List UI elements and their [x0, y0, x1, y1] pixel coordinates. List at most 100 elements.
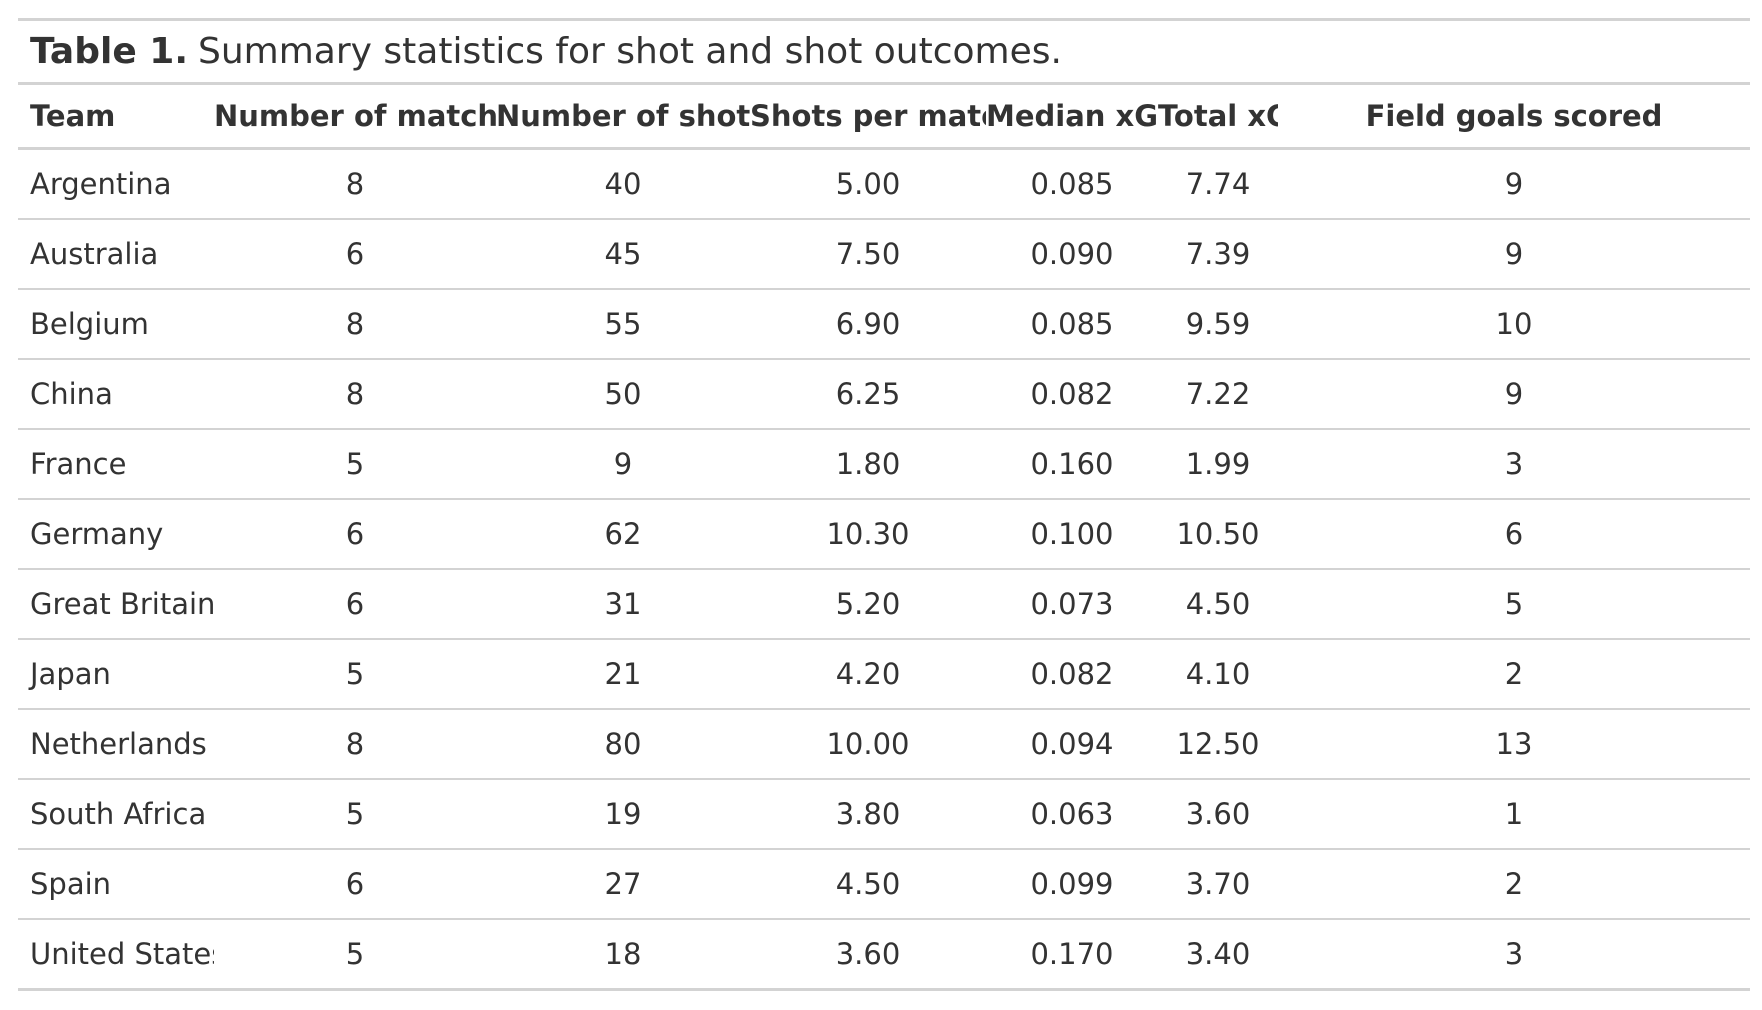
cell-team: Netherlands — [18, 709, 214, 780]
cell-field-goals-scored: 5 — [1278, 569, 1750, 640]
cell-field-goals-scored: 9 — [1278, 148, 1750, 220]
cell-shots-per-match: 4.50 — [750, 849, 986, 920]
cell-number-of-shots: 19 — [496, 779, 750, 850]
cell-median-xg: 0.160 — [986, 429, 1158, 500]
cell-team: Argentina — [18, 148, 214, 220]
cell-shots-per-match: 6.25 — [750, 359, 986, 430]
table-caption-text: Summary statistics for shot and shot out… — [198, 31, 1062, 72]
cell-field-goals-scored: 3 — [1278, 429, 1750, 500]
cell-field-goals-scored: 2 — [1278, 849, 1750, 920]
cell-field-goals-scored: 1 — [1278, 779, 1750, 850]
cell-number-of-matches: 5 — [214, 639, 496, 710]
summary-table-container: Table 1. Summary statistics for shot and… — [18, 18, 1750, 991]
table-row: China 8 50 6.25 0.082 7.22 9 — [18, 359, 1750, 430]
cell-total-xg: 3.60 — [1158, 779, 1278, 850]
cell-number-of-shots: 50 — [496, 359, 750, 430]
cell-number-of-shots: 18 — [496, 919, 750, 991]
table-row: Belgium 8 55 6.90 0.085 9.59 10 — [18, 289, 1750, 360]
cell-total-xg: 4.10 — [1158, 639, 1278, 710]
cell-total-xg: 7.74 — [1158, 148, 1278, 220]
cell-number-of-shots: 62 — [496, 499, 750, 570]
cell-total-xg: 3.40 — [1158, 919, 1278, 991]
cell-total-xg: 7.39 — [1158, 219, 1278, 290]
table-row: Spain 6 27 4.50 0.099 3.70 2 — [18, 849, 1750, 920]
cell-shots-per-match: 5.20 — [750, 569, 986, 640]
cell-number-of-shots: 31 — [496, 569, 750, 640]
cell-team: South Africa — [18, 779, 214, 850]
cell-number-of-shots: 9 — [496, 429, 750, 500]
cell-median-xg: 0.099 — [986, 849, 1158, 920]
cell-number-of-shots: 55 — [496, 289, 750, 360]
cell-field-goals-scored: 9 — [1278, 359, 1750, 430]
cell-total-xg: 9.59 — [1158, 289, 1278, 360]
summary-statistics-table: Team Number of matches Number of shots S… — [18, 85, 1750, 991]
cell-shots-per-match: 3.80 — [750, 779, 986, 850]
cell-number-of-shots: 40 — [496, 148, 750, 220]
table-row: Japan 5 21 4.20 0.082 4.10 2 — [18, 639, 1750, 710]
cell-shots-per-match: 7.50 — [750, 219, 986, 290]
cell-team: China — [18, 359, 214, 430]
column-header-median-xg: Median xG — [986, 85, 1158, 150]
cell-shots-per-match: 4.20 — [750, 639, 986, 710]
table-row: South Africa 5 19 3.80 0.063 3.60 1 — [18, 779, 1750, 850]
cell-number-of-matches: 6 — [214, 849, 496, 920]
cell-median-xg: 0.082 — [986, 359, 1158, 430]
cell-field-goals-scored: 13 — [1278, 709, 1750, 780]
table-row: Netherlands 8 80 10.00 0.094 12.50 13 — [18, 709, 1750, 780]
table-header-row: Team Number of matches Number of shots S… — [18, 85, 1750, 150]
table-row: Great Britain 6 31 5.20 0.073 4.50 5 — [18, 569, 1750, 640]
table-row: United States 5 18 3.60 0.170 3.40 3 — [18, 919, 1750, 991]
cell-median-xg: 0.170 — [986, 919, 1158, 991]
cell-total-xg: 3.70 — [1158, 849, 1278, 920]
cell-number-of-shots: 27 — [496, 849, 750, 920]
cell-shots-per-match: 3.60 — [750, 919, 986, 991]
cell-median-xg: 0.085 — [986, 289, 1158, 360]
cell-median-xg: 0.082 — [986, 639, 1158, 710]
cell-team: Japan — [18, 639, 214, 710]
cell-number-of-matches: 5 — [214, 779, 496, 850]
column-header-team: Team — [18, 85, 214, 150]
table-caption-label: Table 1. — [30, 31, 188, 72]
table-body: Argentina 8 40 5.00 0.085 7.74 9 Australia 6 45 7.… — [18, 148, 1750, 991]
cell-total-xg: 1.99 — [1158, 429, 1278, 500]
cell-team: Spain — [18, 849, 214, 920]
cell-number-of-matches: 5 — [214, 919, 496, 991]
cell-number-of-matches: 6 — [214, 569, 496, 640]
column-header-number-of-shots: Number of shots — [496, 85, 750, 150]
cell-median-xg: 0.063 — [986, 779, 1158, 850]
table-row: Australia 6 45 7.50 0.090 7.39 9 — [18, 219, 1750, 290]
cell-total-xg: 10.50 — [1158, 499, 1278, 570]
cell-field-goals-scored: 6 — [1278, 499, 1750, 570]
cell-team: United States — [18, 919, 214, 991]
cell-number-of-matches: 8 — [214, 709, 496, 780]
column-header-number-of-matches: Number of matches — [214, 85, 496, 150]
cell-team: France — [18, 429, 214, 500]
cell-number-of-matches: 8 — [214, 359, 496, 430]
cell-shots-per-match: 10.00 — [750, 709, 986, 780]
cell-team: Belgium — [18, 289, 214, 360]
cell-median-xg: 0.100 — [986, 499, 1158, 570]
cell-shots-per-match: 1.80 — [750, 429, 986, 500]
cell-team: Germany — [18, 499, 214, 570]
cell-field-goals-scored: 2 — [1278, 639, 1750, 710]
cell-shots-per-match: 6.90 — [750, 289, 986, 360]
table-row: Argentina 8 40 5.00 0.085 7.74 9 — [18, 148, 1750, 220]
cell-total-xg: 4.50 — [1158, 569, 1278, 640]
cell-total-xg: 7.22 — [1158, 359, 1278, 430]
cell-number-of-matches: 8 — [214, 289, 496, 360]
cell-team: Great Britain — [18, 569, 214, 640]
table-caption: Table 1. Summary statistics for shot and… — [18, 21, 1750, 85]
cell-number-of-shots: 45 — [496, 219, 750, 290]
cell-number-of-shots: 21 — [496, 639, 750, 710]
table-row: Germany 6 62 10.30 0.100 10.50 6 — [18, 499, 1750, 570]
column-header-field-goals-scored: Field goals scored — [1278, 85, 1750, 150]
cell-median-xg: 0.073 — [986, 569, 1158, 640]
column-header-total-xg: Total xG — [1158, 85, 1278, 150]
cell-number-of-matches: 6 — [214, 219, 496, 290]
cell-field-goals-scored: 10 — [1278, 289, 1750, 360]
column-header-shots-per-match: Shots per match — [750, 85, 986, 150]
cell-number-of-shots: 80 — [496, 709, 750, 780]
cell-shots-per-match: 5.00 — [750, 148, 986, 220]
cell-median-xg: 0.094 — [986, 709, 1158, 780]
cell-team: Australia — [18, 219, 214, 290]
